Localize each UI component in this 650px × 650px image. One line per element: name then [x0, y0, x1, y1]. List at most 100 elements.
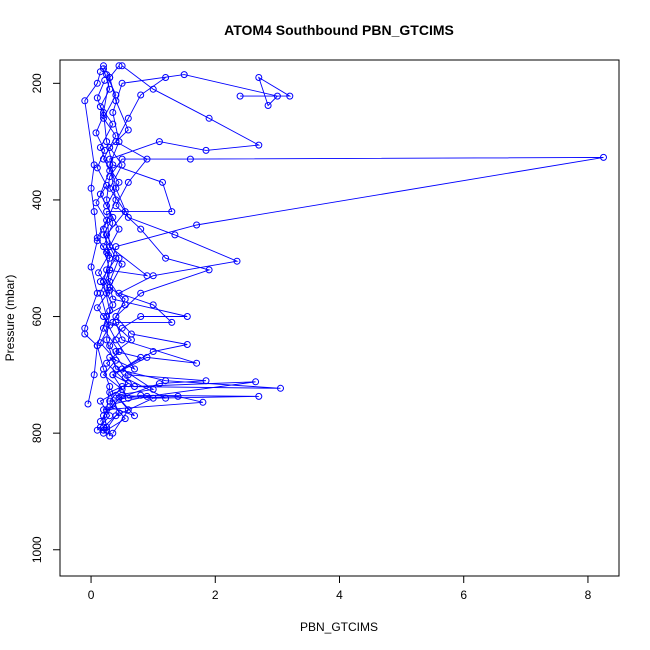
data-point — [255, 392, 263, 400]
data-point — [236, 92, 244, 100]
plot-area — [81, 62, 607, 440]
data-point — [93, 94, 101, 102]
data-point — [115, 409, 123, 417]
data-point — [137, 313, 145, 320]
y-tick-label: 200 — [30, 73, 44, 93]
data-point — [124, 406, 132, 414]
data-point — [124, 178, 132, 186]
data-point — [100, 111, 107, 119]
data-point — [112, 254, 120, 262]
data-point — [112, 313, 120, 320]
data-point — [93, 304, 101, 312]
data-point — [106, 342, 114, 350]
data-point — [118, 161, 126, 169]
data-point — [199, 398, 207, 406]
data-point — [162, 394, 170, 402]
x-tick-label: 8 — [585, 588, 592, 602]
data-point — [131, 365, 138, 373]
data-point — [106, 286, 114, 294]
x-tick-label: 6 — [460, 588, 467, 602]
series — [93, 153, 607, 434]
data-point — [93, 79, 101, 87]
data-point — [180, 71, 188, 79]
data-point — [124, 114, 132, 122]
data-point — [112, 91, 120, 99]
data-point — [100, 313, 107, 320]
data-point — [106, 412, 114, 420]
data-point — [162, 74, 170, 81]
data-point — [255, 74, 263, 81]
data-point — [118, 365, 126, 373]
data-point — [93, 234, 101, 242]
data-point — [124, 380, 132, 388]
data-point — [118, 385, 126, 393]
data-point — [174, 392, 182, 400]
data-point — [118, 79, 126, 87]
data-point — [109, 213, 117, 221]
data-point — [112, 356, 120, 364]
series-line — [95, 80, 123, 431]
data-point — [109, 301, 117, 309]
data-point — [137, 225, 145, 233]
data-point — [277, 384, 284, 392]
data-point — [159, 178, 166, 186]
data-point — [115, 62, 123, 70]
data-point — [155, 380, 163, 388]
data-point — [162, 254, 170, 262]
series — [103, 74, 260, 434]
data-point — [183, 341, 191, 348]
data-point — [100, 371, 107, 379]
data-point — [106, 388, 114, 396]
series-line — [99, 68, 130, 428]
x-tick-label: 2 — [212, 588, 219, 602]
data-point — [149, 348, 157, 355]
data-point — [193, 221, 201, 229]
data-point — [92, 199, 100, 207]
data-point — [137, 353, 145, 361]
data-point — [205, 114, 213, 122]
series — [100, 71, 157, 437]
data-point — [131, 412, 138, 420]
data-point — [81, 324, 89, 332]
data-point — [115, 225, 123, 233]
data-point — [109, 161, 117, 169]
data-point — [171, 231, 179, 239]
data-point — [103, 216, 111, 224]
data-point — [90, 371, 98, 379]
data-point — [168, 318, 176, 326]
data-point — [87, 184, 95, 192]
x-tick-label: 0 — [88, 588, 95, 602]
series — [96, 65, 132, 431]
series-group — [81, 62, 607, 440]
data-point — [100, 423, 107, 431]
data-point — [205, 266, 213, 274]
data-point — [127, 336, 135, 344]
chart-title: ATOM4 Southbound PBN_GTCIMS — [224, 22, 454, 38]
data-point — [143, 272, 151, 280]
data-point — [112, 348, 120, 355]
data-point — [252, 378, 260, 386]
data-point — [103, 336, 111, 344]
data-point — [90, 208, 98, 216]
data-point — [264, 102, 272, 109]
data-point — [286, 92, 294, 100]
data-point — [273, 92, 281, 100]
data-point — [193, 359, 201, 367]
data-point — [96, 278, 104, 286]
data-point — [131, 383, 138, 390]
data-point — [96, 397, 104, 405]
data-point — [101, 76, 109, 84]
data-point — [93, 164, 101, 172]
data-point — [233, 257, 241, 265]
data-point — [95, 269, 102, 277]
data-point — [109, 120, 117, 128]
series-line — [102, 65, 166, 437]
data-point — [109, 429, 117, 437]
data-point — [112, 132, 120, 140]
data-point — [121, 295, 129, 303]
data-point — [109, 371, 117, 379]
data-point — [112, 336, 120, 344]
x-axis: 0 2 4 6 8 — [88, 575, 592, 602]
data-point — [101, 146, 109, 154]
data-point — [124, 213, 132, 221]
